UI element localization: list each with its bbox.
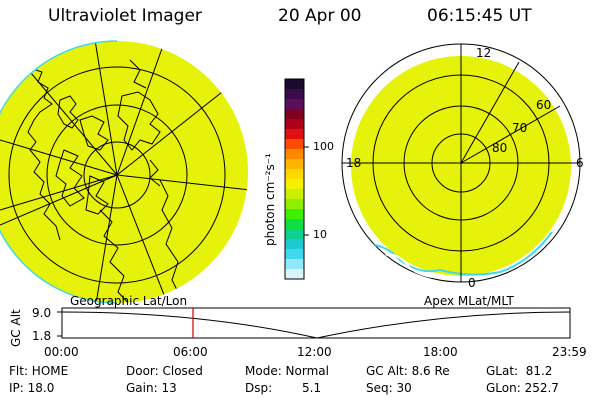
altitude-curve [61,311,571,339]
color-bar-segment [285,219,304,230]
mlt-label-18: 18 [346,156,362,170]
meridian-line [94,174,118,303]
color-bar-segment [285,249,304,260]
time-tick-0600: 06:00 [173,345,208,359]
color-bar [285,79,304,280]
status-gc-alt: GC Alt: 8.6 Re [366,364,450,378]
coastlines [19,59,183,303]
meridian-line [19,59,118,176]
coastline [99,209,131,303]
color-bar-segment [285,189,304,200]
coastline [85,175,109,215]
mlt-label-6: 6 [576,156,584,170]
color-bar-segment [285,209,304,220]
status-ip: IP: 18.0 [9,381,55,395]
color-bar-segment [285,99,304,110]
mlt-axis-diagonal [460,105,561,164]
mlat-label-70: 70 [512,121,528,135]
meridian-line [94,41,118,176]
coastline [129,59,147,89]
coastline [55,149,85,207]
color-bar-frame [284,78,305,280]
mlt-label-12: 12 [476,46,492,60]
coastline [19,67,61,241]
altitude-tick-min: 1.8 [32,329,52,343]
coastline [79,115,109,151]
color-bar-segment [285,149,304,160]
color-bar-segment [285,89,304,100]
status-dsp-label: Dsp: [245,381,273,395]
status-glon: GLon: 252.7 [486,381,559,395]
altitude-axis-label: GC Alt [9,309,23,347]
lat-grid [0,41,248,303]
time-tick-1800: 18:00 [423,345,458,359]
mlat-label-60: 60 [536,98,552,112]
mlt-axis-diagonal [460,61,520,164]
color-bar-segment [285,119,304,130]
lon-grid [0,41,248,303]
color-bar-tick-label-100: 100 [313,140,334,153]
color-bar-segment [285,129,304,140]
aurora-edge [354,231,553,276]
color-bar-segment [285,259,304,270]
status-dsp-value: 5.1 [302,381,322,395]
status-mode: Mode: Normal [245,364,329,378]
app-title: Ultraviolet Imager [48,6,202,26]
meridian-line [0,174,118,211]
meridian-line [116,174,248,191]
time-readout: 06:15:45 UT [427,6,532,26]
coastline [159,179,183,301]
coastline [149,159,161,187]
color-bar-segment [285,139,304,150]
color-bar-segment [285,239,304,250]
lat-circle-70 [46,104,188,246]
meridian-line [0,174,118,226]
meridian-line [116,41,166,176]
status-gain: Gain: 13 [126,381,177,395]
status-seq: Seq: 30 [366,381,412,395]
right-polar-plot [341,43,581,283]
left-globe-rim [0,40,118,304]
mlat-label-80: 80 [492,141,508,155]
mlt-axes [342,44,580,282]
altitude-plot [57,307,571,339]
status-filter: Flt: HOME [9,364,69,378]
time-tick-0000: 00:00 [44,345,79,359]
altitude-plot-frame [61,307,571,339]
right-map-projection-label: Apex MLat/MLT [424,294,514,308]
color-bar-segment [285,109,304,120]
color-bar-segment [285,229,304,240]
date-readout: 20 Apr 00 [278,6,362,26]
meridian-line [116,174,171,303]
color-bar-segment [285,179,304,190]
meridian-line [0,139,118,176]
color-bar-segment [285,199,304,210]
lat-circle-60 [8,66,226,284]
left-map-projection-label: Geographic Lat/Lon [70,294,188,308]
status-door: Door: Closed [126,364,203,378]
color-bar-segment [285,159,304,170]
color-bar-tick-label-10: 10 [313,228,327,241]
color-bar-segment [285,269,304,280]
coastline [57,95,79,129]
left-globe [0,41,248,303]
mlt-label-0: 0 [468,276,476,290]
color-bar-unit-label: photon cm⁻²s⁻¹ [263,153,277,246]
status-glat: GLat: 81.2 [486,364,553,378]
aurora-gap [379,253,446,278]
color-bar-segment [285,79,304,90]
altitude-tick-max: 9.0 [32,306,52,320]
lat-circle-80 [83,141,151,209]
time-tick-1200: 12:00 [297,345,332,359]
coastline-greenland [117,91,161,151]
color-bar-segment [285,169,304,180]
time-tick-2359: 23:59 [552,345,587,359]
